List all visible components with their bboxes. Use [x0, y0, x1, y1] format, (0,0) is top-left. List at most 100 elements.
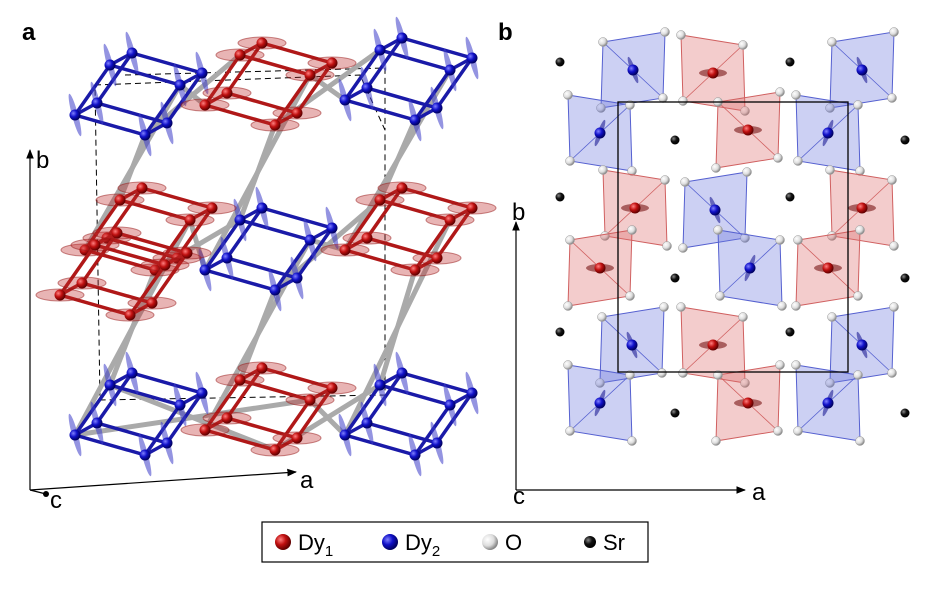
- atom: [126, 47, 138, 59]
- panel-label: a: [22, 19, 36, 46]
- strontium: [785, 192, 795, 202]
- oxygen: [565, 156, 575, 166]
- axis-label: c: [513, 483, 525, 510]
- legend-swatch: [275, 534, 291, 550]
- atom: [291, 107, 303, 119]
- oxygen: [887, 93, 897, 103]
- atom: [707, 339, 719, 351]
- bond: [377, 267, 418, 388]
- atom: [54, 289, 66, 301]
- oxygen: [825, 165, 835, 175]
- atom: [89, 239, 101, 251]
- atom: [181, 247, 193, 259]
- strontium: [670, 408, 680, 418]
- atom: [114, 194, 126, 206]
- atom: [744, 262, 756, 274]
- bond: [237, 287, 278, 383]
- atom: [161, 117, 173, 129]
- strontium: [900, 408, 910, 418]
- oxygen: [793, 426, 803, 436]
- legend-swatch: [584, 536, 596, 548]
- legend-subscript: 1: [325, 543, 333, 560]
- oxygen: [713, 225, 723, 235]
- atom: [234, 49, 246, 61]
- atom: [139, 129, 151, 141]
- oxygen: [853, 100, 863, 110]
- atom: [822, 397, 834, 409]
- atom: [339, 94, 351, 106]
- oxygen: [887, 175, 897, 185]
- atom: [326, 222, 338, 234]
- atom: [326, 57, 338, 69]
- atom: [291, 272, 303, 284]
- atom: [199, 99, 211, 111]
- oxygen: [625, 100, 635, 110]
- atom: [444, 64, 456, 76]
- atom: [431, 102, 443, 114]
- atom: [374, 44, 386, 56]
- strontium: [555, 327, 565, 337]
- oxygen: [793, 235, 803, 245]
- oxygen: [855, 225, 865, 235]
- atom: [196, 67, 208, 79]
- bond: [107, 382, 278, 453]
- atom: [374, 379, 386, 391]
- oxygen: [678, 96, 688, 106]
- oxygen: [740, 233, 750, 243]
- atom: [221, 252, 233, 264]
- oxygen: [596, 103, 606, 113]
- atom: [104, 59, 116, 71]
- strontium: [555, 192, 565, 202]
- oxygen: [825, 378, 835, 388]
- axis-label: a: [300, 467, 314, 494]
- oxygen: [738, 40, 748, 50]
- axis: [29, 468, 297, 491]
- oxygen: [627, 166, 637, 176]
- strontium: [670, 273, 680, 283]
- legend-swatch: [482, 534, 498, 550]
- atom: [856, 64, 868, 76]
- legend-label: O: [505, 530, 522, 555]
- atom: [269, 119, 281, 131]
- atom: [856, 339, 868, 351]
- atom: [269, 284, 281, 296]
- oxygen: [625, 291, 635, 301]
- legend-symbol: Dy: [298, 530, 325, 555]
- oxygen: [597, 312, 607, 322]
- oxygen: [627, 436, 637, 446]
- oxygen: [889, 302, 899, 312]
- atom: [626, 339, 638, 351]
- atom: [174, 79, 186, 91]
- oxygen: [855, 166, 865, 176]
- oxygen: [775, 360, 785, 370]
- atom: [304, 69, 316, 81]
- atom: [431, 252, 443, 264]
- atom: [431, 437, 443, 449]
- atom: [466, 387, 478, 399]
- oxygen: [738, 312, 748, 322]
- axis-label: a: [752, 479, 766, 506]
- oxygen: [855, 436, 865, 446]
- bond: [237, 122, 278, 223]
- atom: [742, 124, 754, 136]
- atom: [174, 399, 186, 411]
- atom: [126, 367, 138, 379]
- atom: [304, 234, 316, 246]
- oxygen: [853, 370, 863, 380]
- oxygen: [825, 103, 835, 113]
- atom: [709, 204, 721, 216]
- atom: [111, 227, 123, 239]
- atom: [374, 194, 386, 206]
- oxygen: [680, 177, 690, 187]
- atom: [594, 127, 606, 139]
- oxygen: [740, 106, 750, 116]
- oxygen: [773, 426, 783, 436]
- atom: [594, 397, 606, 409]
- strontium: [670, 135, 680, 145]
- oxygen: [658, 93, 668, 103]
- bond: [377, 117, 418, 203]
- atom: [69, 109, 81, 121]
- atom: [707, 67, 719, 79]
- oxygen: [598, 165, 608, 175]
